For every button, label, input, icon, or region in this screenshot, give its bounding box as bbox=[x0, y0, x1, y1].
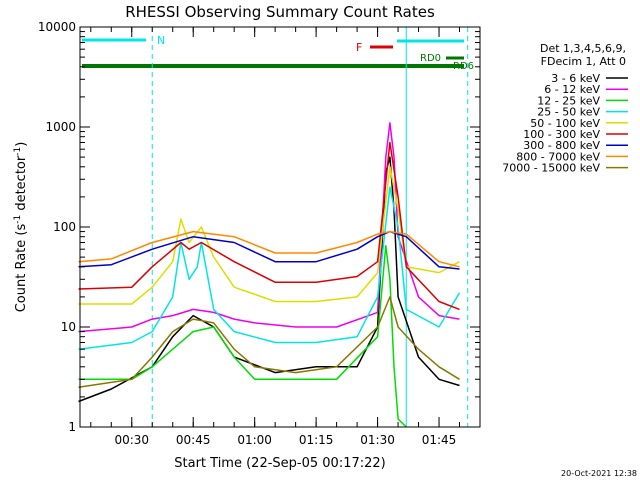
x-tick-label: 00:30 bbox=[114, 433, 149, 447]
flag-label-f: F bbox=[356, 41, 362, 54]
flag-label-rd0: RD0 bbox=[420, 53, 441, 64]
y-tick-label: 100 bbox=[53, 220, 76, 234]
legend: Det 1,3,4,5,6,9, FDecim 1, Att 0 3 - 6 k… bbox=[502, 42, 628, 175]
y-axis-label: Count Rate (s-1 detector-1) bbox=[13, 142, 29, 313]
x-tick-label: 01:45 bbox=[422, 433, 457, 447]
x-tick-label: 01:30 bbox=[360, 433, 395, 447]
legend-entry-label: 800 - 7000 keV bbox=[516, 150, 600, 163]
x-axis-ticks: 00:30 00:45 01:00 01:15 01:30 01:45 bbox=[90, 27, 461, 447]
x-tick-label: 00:45 bbox=[176, 433, 211, 447]
legend-entry-label: 7000 - 15000 keV bbox=[502, 162, 600, 175]
x-tick-label: 01:15 bbox=[299, 433, 334, 447]
legend-entry-label: 300 - 800 keV bbox=[523, 139, 600, 152]
series-layer bbox=[78, 122, 461, 428]
series-line bbox=[78, 166, 460, 305]
series-line bbox=[78, 122, 460, 333]
x-axis-label: Start Time (22-Sep-05 00:17:22) bbox=[174, 456, 385, 471]
series-line bbox=[78, 230, 460, 270]
y-tick-label: 10 bbox=[61, 320, 76, 334]
legend-entry-label: 12 - 25 keV bbox=[537, 94, 600, 107]
x-tick-label: 01:00 bbox=[237, 433, 272, 447]
legend-entry-label: 50 - 100 keV bbox=[530, 117, 600, 130]
flag-label-rd6: RD6 bbox=[453, 61, 474, 72]
time-markers bbox=[151, 27, 469, 427]
legend-title-line-1: Det 1,3,4,5,6,9, bbox=[540, 42, 626, 55]
legend-entry-label: 6 - 12 keV bbox=[544, 83, 600, 96]
legend-title-line-2: FDecim 1, Att 0 bbox=[541, 55, 626, 68]
series-line bbox=[78, 244, 407, 428]
y-tick-label: 1 bbox=[68, 420, 76, 434]
series-line bbox=[78, 230, 460, 268]
y-axis-ticks: 1 10 100 1000 10000 bbox=[38, 20, 480, 434]
chart-title: RHESSI Observing Summary Count Rates bbox=[125, 3, 435, 21]
series-line bbox=[78, 186, 461, 350]
series-line bbox=[78, 141, 460, 311]
timestamp: 20-Oct-2021 12:38 bbox=[561, 469, 637, 478]
y-tick-label: 10000 bbox=[38, 20, 76, 34]
series-line bbox=[78, 296, 460, 388]
flag-label-n: N bbox=[157, 34, 165, 47]
flag-bars: N F RD0 RD6 bbox=[82, 34, 474, 72]
legend-entry-label: 25 - 50 keV bbox=[537, 106, 600, 119]
legend-entry-label: 3 - 6 keV bbox=[551, 72, 600, 85]
y-tick-label: 1000 bbox=[45, 120, 76, 134]
plot-frame bbox=[79, 26, 481, 428]
legend-entry-label: 100 - 300 keV bbox=[523, 128, 600, 141]
